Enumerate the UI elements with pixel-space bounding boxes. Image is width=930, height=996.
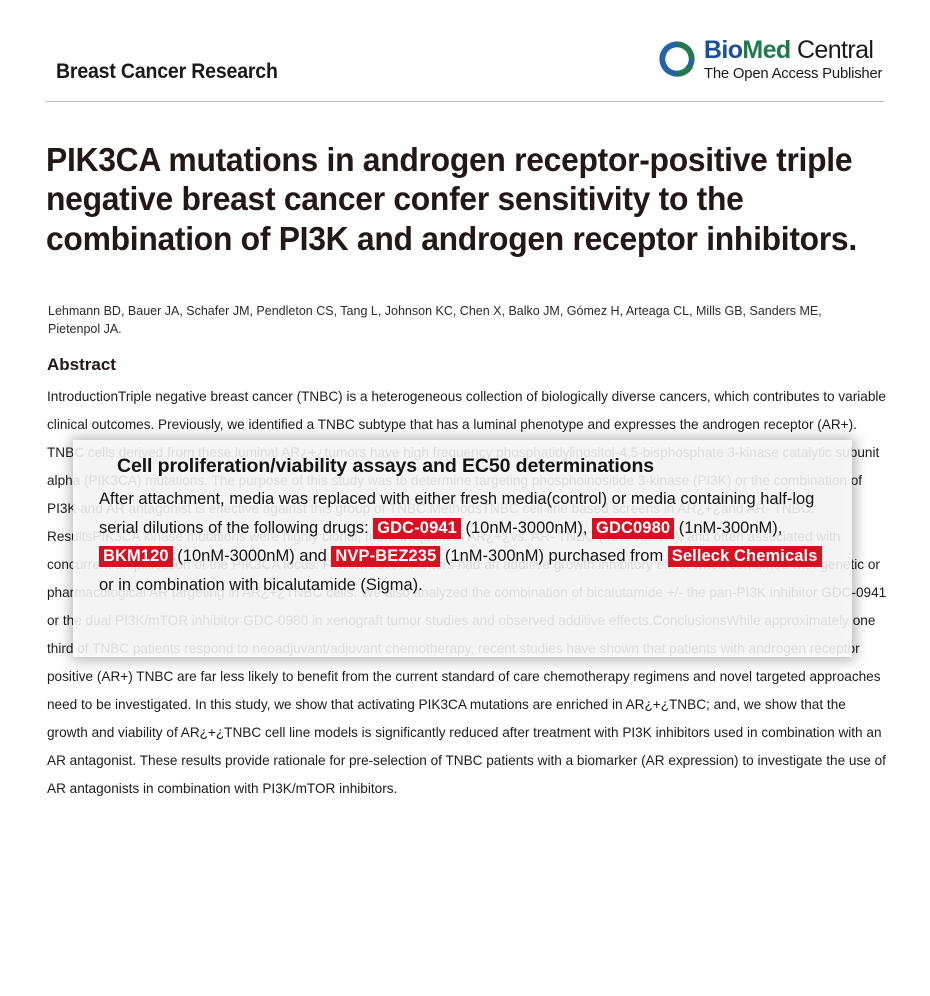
page-title: PIK3CA mutations in androgen receptor-po… — [46, 141, 857, 257]
drug-highlight-gdc0980: GDC0980 — [592, 517, 675, 539]
overlay-text-segment-2: (10nM-3000nM), — [460, 518, 593, 537]
drug-highlight-nvp-bez235: NVP-BEZ235 — [331, 546, 441, 568]
methods-overlay-panel: Cell proliferation/viability assays and … — [73, 440, 852, 657]
logo-word-med: Med — [742, 36, 791, 64]
biomed-circle-icon — [659, 41, 695, 77]
logo-word-bio: Bio — [703, 36, 743, 64]
overlay-text: After attachment, media was replaced wit… — [95, 485, 830, 599]
overlay-text-segment-1: After attachment, media was replaced wit… — [99, 490, 815, 537]
overlay-text-segment-6: or in combination with bicalutamide (Sig… — [99, 575, 423, 594]
drug-highlight-gdc-0941: GDC-0941 — [373, 517, 461, 539]
drug-highlight-bkm120: BKM120 — [99, 546, 173, 568]
biomed-central-logo: BioMed Central The Open Access Publisher — [656, 36, 884, 82]
journal-title: Breast Cancer Research — [56, 60, 278, 83]
abstract-heading: Abstract — [47, 355, 116, 374]
overlay-text-segment-4: (10nM-3000nM) and — [172, 547, 332, 566]
vendor-highlight-selleck-chemicals: Selleck Chemicals — [667, 546, 822, 568]
logo-tagline: The Open Access Publisher — [703, 64, 883, 82]
logo-line-one: BioMed Central — [703, 36, 884, 64]
header-divider — [46, 101, 884, 102]
logo-wordmark: BioMed Central The Open Access Publisher — [703, 36, 884, 82]
overlay-text-segment-5: (1nM-300nM) purchased from — [440, 547, 668, 566]
overlay-text-segment-3: (1nM-300nM), — [674, 518, 783, 537]
masthead: Breast Cancer Research BioMed Central Th… — [46, 0, 884, 83]
author-list: Lehmann BD, Bauer JA, Schafer JM, Pendle… — [48, 304, 822, 336]
logo-word-central-text: Central — [796, 36, 874, 64]
overlay-title: Cell proliferation/viability assays and … — [117, 455, 655, 477]
